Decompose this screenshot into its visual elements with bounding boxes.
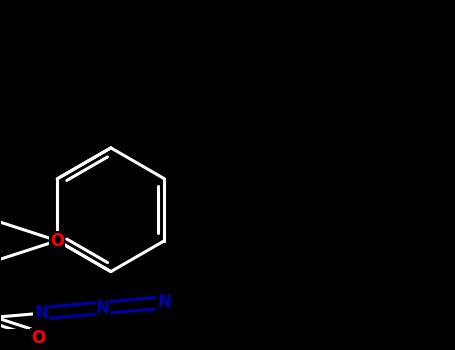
Text: N: N — [34, 304, 48, 322]
Text: N: N — [157, 293, 171, 312]
Text: O: O — [31, 329, 46, 347]
Text: N: N — [96, 299, 110, 317]
Text: O: O — [50, 232, 65, 250]
